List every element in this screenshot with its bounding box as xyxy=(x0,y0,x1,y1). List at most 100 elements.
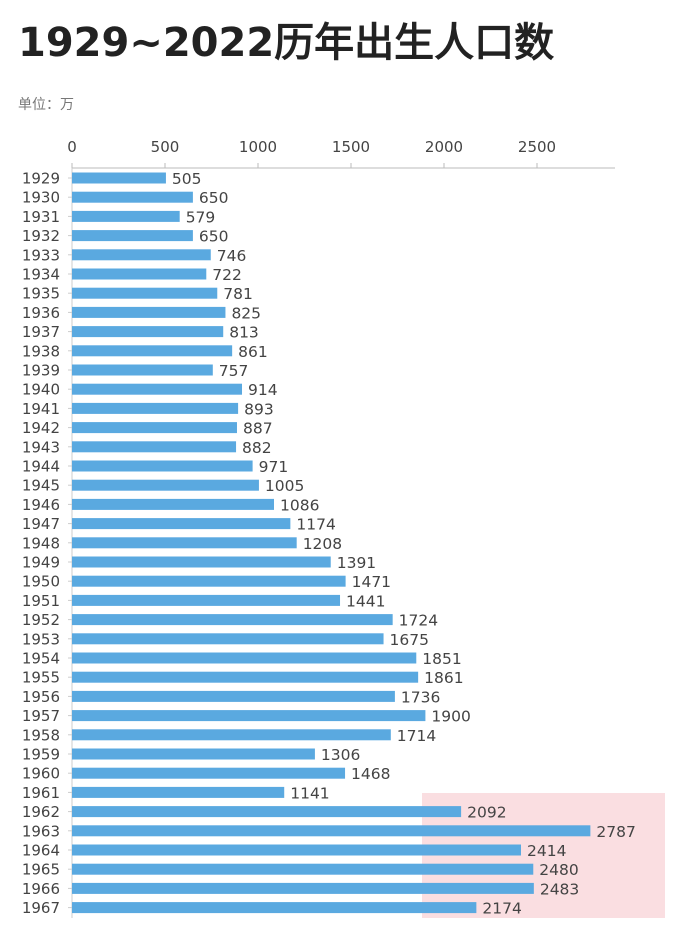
bar xyxy=(72,287,218,299)
bar xyxy=(72,882,534,894)
data-label: 1086 xyxy=(280,496,319,514)
y-tick-label: 1943 xyxy=(22,438,60,456)
bar xyxy=(72,364,213,376)
data-label: 1441 xyxy=(346,592,385,610)
data-label: 1675 xyxy=(390,631,429,649)
y-tick-label: 1939 xyxy=(22,362,60,380)
bar xyxy=(72,210,180,222)
data-label: 650 xyxy=(199,228,229,246)
data-label: 861 xyxy=(238,343,268,361)
y-tick-label: 1957 xyxy=(22,707,60,725)
data-label: 1208 xyxy=(303,535,342,553)
data-label: 1851 xyxy=(422,650,461,668)
bar xyxy=(72,402,239,414)
y-tick-label: 1960 xyxy=(22,765,60,783)
data-label: 1736 xyxy=(401,688,440,706)
y-tick-label: 1944 xyxy=(22,458,60,476)
y-tick-label: 1959 xyxy=(22,746,60,764)
bar xyxy=(72,633,384,645)
data-label: 505 xyxy=(172,170,202,188)
y-tick-label: 1932 xyxy=(22,227,60,245)
y-tick-label: 1948 xyxy=(22,534,60,552)
bar xyxy=(72,556,331,568)
y-tick-label: 1958 xyxy=(22,726,60,744)
page-title: 1929~2022历年出生人口数 xyxy=(18,20,555,66)
y-tick-label: 1963 xyxy=(22,822,60,840)
y-tick-label: 1936 xyxy=(22,304,60,322)
data-label: 746 xyxy=(217,247,247,265)
y-tick-label: 1966 xyxy=(22,880,60,898)
y-tick-label: 1930 xyxy=(22,189,60,207)
bar xyxy=(72,614,393,626)
data-label: 1141 xyxy=(290,784,329,802)
bar xyxy=(72,230,193,242)
bar xyxy=(72,191,193,203)
y-tick-label: 1931 xyxy=(22,208,60,226)
bar xyxy=(72,172,166,184)
bar xyxy=(72,748,315,760)
y-tick-label: 1952 xyxy=(22,611,60,629)
y-tick-label: 1967 xyxy=(22,899,60,917)
bar xyxy=(72,326,224,338)
bar xyxy=(72,825,591,837)
data-label: 2174 xyxy=(482,900,521,918)
data-label: 2787 xyxy=(596,823,635,841)
data-label: 1306 xyxy=(321,746,360,764)
y-tick-label: 1965 xyxy=(22,861,60,879)
y-tick-label: 1945 xyxy=(22,477,60,495)
bar xyxy=(72,518,291,530)
y-tick-label: 1938 xyxy=(22,342,60,360)
y-tick-label: 1954 xyxy=(22,650,60,668)
data-label: 1174 xyxy=(296,516,335,534)
x-tick-label: 2500 xyxy=(518,138,556,156)
unit-label: 单位：万 xyxy=(18,97,74,113)
y-tick-label: 1941 xyxy=(22,400,60,418)
y-tick-label: 1953 xyxy=(22,630,60,648)
y-tick-label: 1946 xyxy=(22,496,60,514)
bar xyxy=(72,902,477,914)
y-tick-label: 1956 xyxy=(22,688,60,706)
bar xyxy=(72,422,237,434)
y-tick-label: 1933 xyxy=(22,246,60,264)
bar xyxy=(72,671,419,683)
y-tick-label: 1929 xyxy=(22,170,60,188)
bar xyxy=(72,767,346,779)
bar xyxy=(72,594,341,606)
bar xyxy=(72,460,253,472)
bar xyxy=(72,690,395,702)
y-tick-label: 1934 xyxy=(22,266,60,284)
data-label: 1005 xyxy=(265,477,304,495)
x-tick-label: 2000 xyxy=(425,138,463,156)
bar xyxy=(72,345,233,357)
data-label: 1724 xyxy=(399,612,438,630)
data-label: 579 xyxy=(186,208,216,226)
data-label: 971 xyxy=(259,458,289,476)
data-label: 1471 xyxy=(352,573,391,591)
data-label: 2092 xyxy=(467,804,506,822)
data-label: 757 xyxy=(219,362,249,380)
data-label: 650 xyxy=(199,189,229,207)
y-tick-label: 1949 xyxy=(22,554,60,572)
data-label: 1391 xyxy=(337,554,376,572)
bar xyxy=(72,268,207,280)
data-label: 813 xyxy=(229,324,259,342)
bar xyxy=(72,652,417,664)
bar xyxy=(72,537,297,549)
y-tick-label: 1955 xyxy=(22,669,60,687)
y-tick-label: 1961 xyxy=(22,784,60,802)
data-label: 887 xyxy=(243,420,273,438)
x-tick-label: 0 xyxy=(67,138,77,156)
y-tick-label: 1940 xyxy=(22,381,60,399)
bar xyxy=(72,863,534,875)
bar xyxy=(72,498,274,510)
bar xyxy=(72,786,285,798)
bar xyxy=(72,729,391,741)
x-tick-label: 1000 xyxy=(239,138,277,156)
y-tick-label: 1942 xyxy=(22,419,60,437)
y-tick-label: 1964 xyxy=(22,842,60,860)
bar xyxy=(72,575,346,587)
y-tick-label: 1935 xyxy=(22,285,60,303)
bar xyxy=(72,249,211,261)
data-label: 781 xyxy=(223,285,253,303)
y-tick-label: 1950 xyxy=(22,573,60,591)
